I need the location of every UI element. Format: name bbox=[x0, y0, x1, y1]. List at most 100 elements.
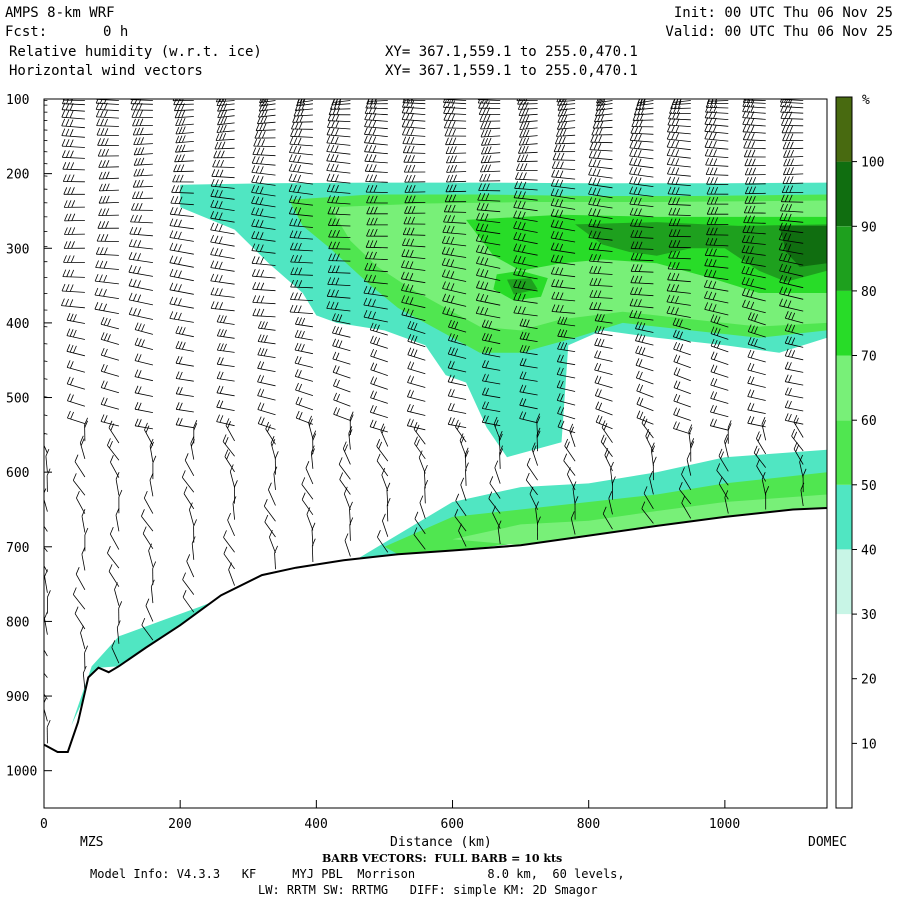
wind-barb-flag bbox=[98, 183, 103, 192]
wind-barb-flag bbox=[597, 231, 601, 239]
wind-barb-flag bbox=[633, 187, 638, 195]
wind-barb-flag bbox=[570, 511, 575, 519]
wind-barb-flag bbox=[335, 218, 340, 226]
wind-barb bbox=[589, 149, 613, 152]
wind-barb-flag bbox=[597, 338, 602, 346]
wind-barb-flag bbox=[788, 324, 792, 332]
wind-barb-flag bbox=[33, 387, 36, 394]
wind-barb-flag bbox=[47, 590, 51, 598]
wind-barb bbox=[594, 119, 613, 123]
wind-barb-flag bbox=[133, 158, 138, 166]
wind-barb bbox=[44, 414, 48, 417]
wind-barb-flag bbox=[214, 223, 219, 231]
wind-barb-flag bbox=[406, 404, 411, 412]
wind-barb-flag bbox=[210, 178, 215, 187]
wind-barb-flag bbox=[137, 323, 142, 331]
wind-barb-flag bbox=[708, 117, 713, 125]
wind-barb-flag bbox=[795, 444, 800, 452]
wind-barb bbox=[289, 161, 313, 165]
wind-barb-flag bbox=[367, 310, 372, 319]
wind-barb bbox=[210, 217, 235, 223]
wind-barb-flag bbox=[638, 346, 643, 354]
wind-barb bbox=[552, 159, 576, 161]
wind-barb bbox=[551, 261, 576, 266]
wind-barb bbox=[710, 411, 729, 418]
wind-barb-flag bbox=[713, 238, 718, 246]
wind-barb-flag bbox=[675, 149, 680, 157]
wind-barb-flag bbox=[676, 218, 681, 226]
wind-barb-flag bbox=[220, 343, 224, 351]
wind-barb-flag bbox=[135, 110, 140, 118]
wind-barb-flag bbox=[98, 160, 103, 168]
wind-barb-flag bbox=[369, 185, 374, 193]
wind-barb-flag bbox=[727, 423, 732, 431]
wind-barb-flag bbox=[368, 154, 373, 162]
wind-barb-flag bbox=[210, 189, 215, 197]
wind-barb-flag bbox=[104, 128, 109, 136]
wind-barb-flag bbox=[442, 225, 447, 233]
wind-barb-flag bbox=[335, 277, 340, 285]
wind-barb-flag bbox=[705, 100, 710, 108]
wind-barb-flag bbox=[368, 112, 373, 121]
wind-barb-flag bbox=[69, 361, 74, 369]
wind-barb bbox=[672, 324, 691, 331]
wind-barb-flag bbox=[710, 377, 715, 386]
wind-barb-flag bbox=[629, 196, 634, 205]
wind-barb-flag bbox=[211, 169, 216, 177]
wind-barb-flag bbox=[219, 133, 223, 141]
wind-barb-flag bbox=[550, 230, 555, 239]
wind-barb bbox=[134, 360, 153, 366]
wind-barb-flag bbox=[81, 509, 86, 517]
wind-barb-flag bbox=[752, 176, 757, 185]
wind-barb-flag bbox=[555, 179, 559, 187]
wind-barb-flag bbox=[264, 99, 267, 103]
wind-barb-flag bbox=[413, 336, 418, 344]
wind-barb bbox=[636, 403, 654, 412]
wind-barb bbox=[133, 133, 153, 136]
wind-barb-flag bbox=[169, 242, 174, 251]
colorbar-label: 10 bbox=[861, 737, 877, 752]
wind-barb-flag bbox=[178, 326, 183, 334]
colorbar-swatch bbox=[836, 290, 852, 356]
wind-barb-flag bbox=[408, 174, 412, 183]
wind-barb bbox=[44, 546, 48, 552]
wind-barb bbox=[779, 270, 804, 277]
wind-barb-flag bbox=[482, 387, 486, 395]
wind-barb-flag bbox=[513, 267, 517, 275]
wind-barb-flag bbox=[334, 99, 339, 105]
wind-barb-flag bbox=[588, 197, 592, 205]
wind-barb-flag bbox=[332, 241, 336, 249]
wind-barb-flag bbox=[131, 110, 136, 118]
wind-barb-flag bbox=[555, 188, 559, 197]
wind-barb-flag bbox=[747, 362, 752, 371]
wind-barb-flag bbox=[676, 422, 680, 430]
wind-barb-flag bbox=[178, 126, 183, 134]
wind-barb-flag bbox=[24, 143, 27, 150]
wind-barb-flag bbox=[69, 129, 74, 137]
wind-barb-flag bbox=[44, 611, 48, 619]
wind-barb bbox=[519, 325, 538, 329]
wind-barb-flag bbox=[224, 437, 229, 445]
wind-barb-flag bbox=[560, 102, 565, 111]
wind-barb bbox=[741, 251, 766, 256]
wind-barb-flag bbox=[716, 316, 721, 324]
wind-barb-flag bbox=[69, 299, 74, 307]
wind-barb bbox=[376, 460, 389, 477]
wind-barb-flag bbox=[129, 226, 134, 235]
wind-barb-flag bbox=[404, 174, 409, 183]
wind-barb-flag bbox=[46, 719, 51, 728]
wind-barb-flag bbox=[257, 388, 261, 396]
wind-barb bbox=[145, 605, 154, 622]
wind-barb-flag bbox=[264, 335, 268, 343]
wind-barb-flag bbox=[178, 298, 182, 306]
wind-barb-flag bbox=[640, 107, 645, 115]
wind-barb-flag bbox=[103, 289, 107, 297]
wind-barb-flag bbox=[513, 190, 518, 198]
wind-barb-flag bbox=[331, 206, 336, 215]
wind-barb-flag bbox=[741, 265, 746, 274]
wind-barb-flag bbox=[638, 264, 643, 272]
wind-barb-flag bbox=[713, 419, 717, 427]
wind-barb-flag bbox=[368, 263, 373, 271]
wind-barb-flag bbox=[331, 277, 336, 285]
wind-barb-flag bbox=[97, 221, 102, 229]
